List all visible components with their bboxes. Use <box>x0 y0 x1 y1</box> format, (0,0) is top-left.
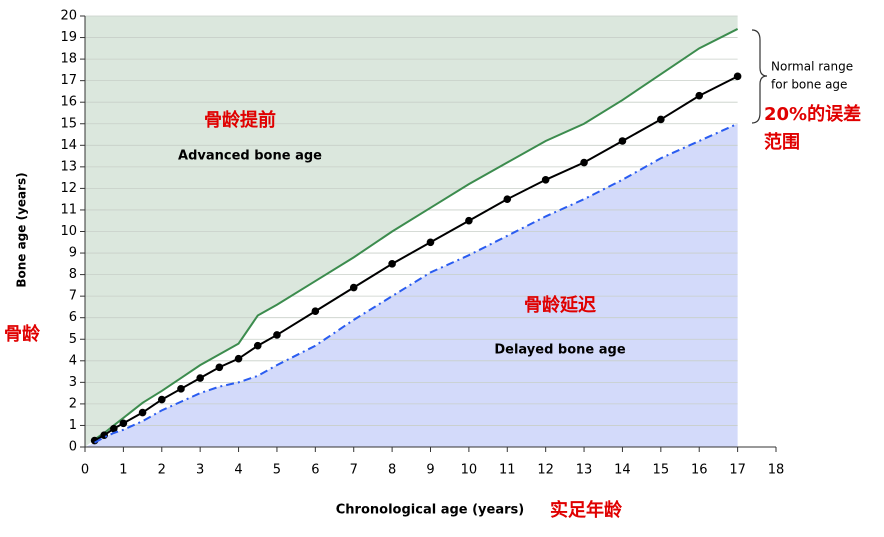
point <box>695 91 704 100</box>
y-tick-label: 15 <box>60 116 77 131</box>
x-tick-label: 3 <box>196 463 204 478</box>
advanced-label: Advanced bone age <box>178 149 322 164</box>
x-tick-label: 8 <box>388 463 396 478</box>
point <box>580 158 588 167</box>
y-axis-title-cn: 骨龄 <box>4 323 41 345</box>
point <box>253 341 262 350</box>
y-tick-label: 6 <box>69 310 77 325</box>
point <box>234 354 243 363</box>
point <box>541 175 550 184</box>
x-tick-label: 17 <box>729 463 746 478</box>
x-axis-title: Chronological age (years) <box>336 503 524 518</box>
y-axis-title: Bone age (years) <box>15 172 29 287</box>
y-tick-label: 16 <box>60 95 77 110</box>
x-tick-label: 14 <box>614 463 631 478</box>
y-tick-label: 4 <box>69 353 77 368</box>
y-tick-label: 19 <box>60 30 77 45</box>
x-tick-label: 13 <box>576 463 593 478</box>
point <box>273 331 281 339</box>
y-tick-label: 3 <box>69 375 77 390</box>
y-tick-label: 17 <box>60 73 77 88</box>
x-tick-label: 2 <box>158 463 166 478</box>
error-range-label: 范围 <box>764 131 800 153</box>
point <box>196 374 204 382</box>
advanced-label-cn: 骨龄提前 <box>204 109 276 131</box>
error-range-label: 20%的误差 <box>764 103 861 125</box>
point <box>503 195 512 203</box>
x-tick-label: 1 <box>119 463 127 478</box>
range-brace <box>751 29 768 124</box>
x-tick-label: 18 <box>768 463 785 478</box>
y-tick-label: 9 <box>69 246 77 261</box>
x-tick-label: 16 <box>691 463 708 478</box>
x-tick-label: 6 <box>311 463 319 478</box>
point <box>119 419 128 428</box>
point <box>349 283 358 292</box>
y-tick-label: 2 <box>69 396 77 411</box>
point <box>657 115 665 124</box>
y-tick-label: 12 <box>60 181 77 196</box>
x-tick-label: 15 <box>653 463 670 478</box>
point <box>138 408 147 417</box>
y-tick-label: 5 <box>69 332 77 347</box>
point <box>426 238 435 247</box>
x-tick-label: 0 <box>81 463 89 478</box>
point <box>157 395 166 404</box>
point <box>177 385 185 393</box>
point <box>100 431 108 439</box>
y-tick-label: 10 <box>60 224 77 239</box>
normal-range-label: Normal range <box>771 60 853 74</box>
point <box>733 72 742 81</box>
delayed-label: Delayed bone age <box>494 343 625 358</box>
point <box>109 424 118 433</box>
y-tick-label: 11 <box>60 202 77 217</box>
x-tick-label: 9 <box>426 463 434 478</box>
x-tick-label: 11 <box>499 463 516 478</box>
y-tick-label: 18 <box>60 52 77 67</box>
y-tick-label: 8 <box>69 267 77 282</box>
normal-range-label: for bone age <box>771 78 847 92</box>
point <box>311 307 320 316</box>
x-tick-label: 10 <box>461 463 478 478</box>
y-tick-label: 13 <box>60 159 77 174</box>
y-tick-label: 7 <box>69 289 77 304</box>
x-tick-label: 7 <box>350 463 358 478</box>
point <box>465 216 473 225</box>
delayed-label-cn: 骨龄延迟 <box>524 294 596 316</box>
y-tick-label: 20 <box>60 9 77 24</box>
x-tick-label: 12 <box>537 463 554 478</box>
line-series <box>94 28 739 441</box>
x-axis-title-cn: 实足年龄 <box>550 499 623 521</box>
y-tick-label: 1 <box>69 418 77 433</box>
x-tick-label: 4 <box>234 463 242 478</box>
x-tick-label: 5 <box>273 463 281 478</box>
point <box>388 260 396 268</box>
point <box>215 363 224 372</box>
point <box>618 137 627 145</box>
line-series <box>94 122 739 444</box>
y-tick-label: 14 <box>60 138 77 153</box>
y-tick-label: 0 <box>69 440 77 455</box>
